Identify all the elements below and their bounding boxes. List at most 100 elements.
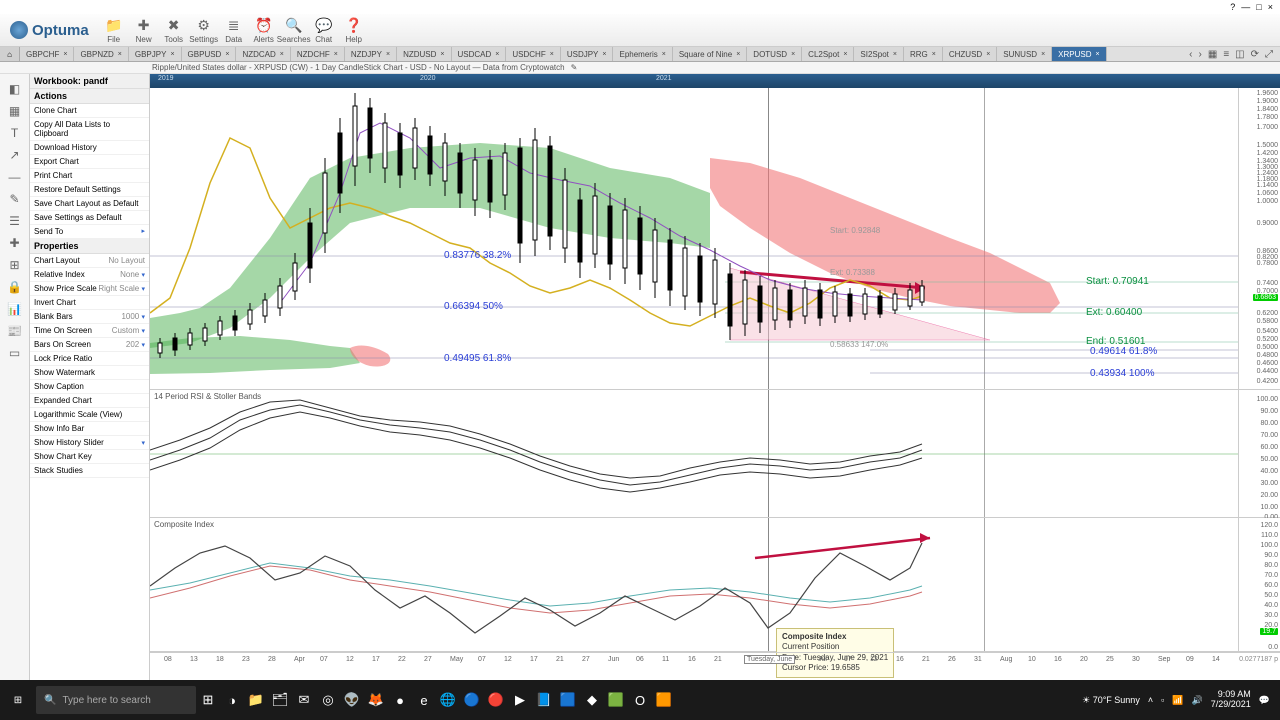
prop-time-on-screen[interactable]: Time On ScreenCustom ▾ — [30, 324, 149, 338]
prop-show-chart-key[interactable]: Show Chart Key — [30, 450, 149, 464]
left-tool-7[interactable]: ✚ — [9, 236, 19, 250]
action-print-chart[interactable]: Print Chart — [30, 169, 149, 183]
prop-logarithmic-scale-(view)[interactable]: Logarithmic Scale (View) — [30, 408, 149, 422]
tab-close-icon[interactable]: × — [602, 51, 606, 58]
price-panel[interactable]: 0.83776 38.2%0.66394 50%0.49495 61.8%Sta… — [150, 88, 1280, 390]
tab-close-icon[interactable]: × — [932, 51, 936, 58]
history-slider[interactable]: 201920202021 — [150, 74, 1280, 88]
tab-close-icon[interactable]: × — [1041, 51, 1045, 58]
tab-gbpusd[interactable]: GBPUSD× — [182, 47, 237, 61]
home-tab-icon[interactable]: ⌂ — [0, 47, 20, 61]
tab-close-icon[interactable]: × — [662, 51, 666, 58]
taskbar-app-7[interactable]: 🦊 — [364, 686, 388, 714]
tab-nzdcad[interactable]: NZDCAD× — [236, 47, 290, 61]
tab-nzdjpy[interactable]: NZDJPY× — [345, 47, 397, 61]
left-tool-12[interactable]: ▭ — [9, 346, 20, 360]
taskbar-app-9[interactable]: e — [412, 686, 436, 714]
tab-close-icon[interactable]: × — [118, 51, 122, 58]
tab-close-icon[interactable]: × — [495, 51, 499, 58]
action-save-chart-layout-as-default[interactable]: Save Chart Layout as Default — [30, 197, 149, 211]
tab-close-icon[interactable]: × — [440, 51, 444, 58]
prop-lock-price-ratio[interactable]: Lock Price Ratio — [30, 352, 149, 366]
tab-gbpjpy[interactable]: GBPJPY× — [129, 47, 182, 61]
prop-show-watermark[interactable]: Show Watermark — [30, 366, 149, 380]
volume-icon[interactable]: 🔊 — [1192, 695, 1203, 706]
tab-close-icon[interactable]: × — [280, 51, 284, 58]
left-tool-0[interactable]: ◧ — [9, 82, 20, 96]
tab-square-of-nine[interactable]: Square of Nine× — [673, 47, 747, 61]
help-icon[interactable]: ? — [1230, 2, 1235, 12]
left-tool-4[interactable]: — — [9, 170, 21, 184]
left-tool-2[interactable]: T — [11, 126, 18, 140]
tab-si2spot[interactable]: SI2Spot× — [854, 47, 904, 61]
grid-view-icon[interactable]: ▦ — [1208, 49, 1217, 60]
left-tool-1[interactable]: ▦ — [9, 104, 20, 118]
prop-blank-bars[interactable]: Blank Bars1000 ▾ — [30, 310, 149, 324]
tab-close-icon[interactable]: × — [843, 51, 847, 58]
tab-chzusd[interactable]: CHZUSD× — [943, 47, 997, 61]
tab-close-icon[interactable]: × — [63, 51, 67, 58]
edit-icon[interactable]: ✎ — [571, 63, 578, 72]
tab-gbpnzd[interactable]: GBPNZD× — [74, 47, 128, 61]
action-export-chart[interactable]: Export Chart — [30, 155, 149, 169]
tray-icon[interactable]: ▫ — [1161, 695, 1164, 705]
toolbar-new[interactable]: ✚New — [129, 14, 159, 47]
left-tool-10[interactable]: 📊 — [7, 302, 22, 316]
notifications-icon[interactable]: 💬 — [1259, 695, 1270, 706]
taskbar-app-6[interactable]: 👽 — [340, 686, 364, 714]
prop-invert-chart[interactable]: Invert Chart — [30, 296, 149, 310]
action-save-settings-as-default[interactable]: Save Settings as Default — [30, 211, 149, 225]
start-button[interactable]: ⊞ — [4, 686, 32, 714]
layout-icon[interactable]: ◫ — [1235, 49, 1244, 60]
tab-ephemeris[interactable]: Ephemeris× — [613, 47, 672, 61]
tab-close-icon[interactable]: × — [791, 51, 795, 58]
left-tool-5[interactable]: ✎ — [9, 192, 19, 206]
maximize-icon[interactable]: □ — [1256, 2, 1261, 12]
prop-show-price-scale[interactable]: Show Price ScaleRight Scale ▾ — [30, 282, 149, 296]
taskbar-search[interactable]: 🔍 Type here to search — [36, 686, 196, 714]
taskbar-app-15[interactable]: 🟦 — [556, 686, 580, 714]
taskbar-app-17[interactable]: 🟩 — [604, 686, 628, 714]
weather-widget[interactable]: ☀ 70°F Sunny — [1082, 695, 1140, 706]
close-icon[interactable]: × — [1268, 2, 1273, 12]
toolbar-tools[interactable]: ✖Tools — [159, 14, 189, 47]
tab-close-icon[interactable]: × — [550, 51, 554, 58]
tab-dotusd[interactable]: DOTUSD× — [747, 47, 802, 61]
prop-chart-layout[interactable]: Chart LayoutNo Layout — [30, 254, 149, 268]
action-restore-default-settings[interactable]: Restore Default Settings — [30, 183, 149, 197]
tab-sunusd[interactable]: SUNUSD× — [997, 47, 1052, 61]
prop-show-caption[interactable]: Show Caption — [30, 380, 149, 394]
tab-next-icon[interactable]: › — [1199, 49, 1202, 60]
left-tool-6[interactable]: ☰ — [9, 214, 20, 228]
tab-xrpusd[interactable]: XRPUSD× — [1052, 47, 1106, 61]
tab-nzdchf[interactable]: NZDCHF× — [291, 47, 345, 61]
taskbar-app-13[interactable]: ▶ — [508, 686, 532, 714]
action-download-history[interactable]: Download History — [30, 141, 149, 155]
taskbar-app-2[interactable]: 📁 — [244, 686, 268, 714]
refresh-icon[interactable]: ⟳ — [1251, 49, 1259, 60]
tab-rrg[interactable]: RRG× — [904, 47, 943, 61]
taskbar-app-8[interactable]: ● — [388, 686, 412, 714]
toolbar-file[interactable]: 📁File — [99, 14, 129, 47]
tab-usdjpy[interactable]: USDJPY× — [561, 47, 614, 61]
prop-show-info-bar[interactable]: Show Info Bar — [30, 422, 149, 436]
toolbar-searches[interactable]: 🔍Searches — [279, 14, 309, 47]
tab-usdchf[interactable]: USDCHF× — [506, 47, 560, 61]
tab-close-icon[interactable]: × — [986, 51, 990, 58]
left-tool-8[interactable]: ⊞ — [9, 258, 19, 272]
wifi-icon[interactable]: 📶 — [1172, 695, 1183, 706]
taskbar-app-1[interactable]: ◑ — [220, 686, 244, 714]
tab-nzdusd[interactable]: NZDUSD× — [397, 47, 451, 61]
taskbar-app-11[interactable]: 🔵 — [460, 686, 484, 714]
taskbar-app-19[interactable]: 🟧 — [652, 686, 676, 714]
tab-close-icon[interactable]: × — [386, 51, 390, 58]
tab-cl2spot[interactable]: CL2Spot× — [802, 47, 854, 61]
tab-close-icon[interactable]: × — [334, 51, 338, 58]
action-copy-all-data-lists-to-clipboard[interactable]: Copy All Data Lists to Clipboard — [30, 118, 149, 141]
left-tool-11[interactable]: 📰 — [7, 324, 22, 338]
rsi-panel[interactable]: 14 Period RSI & Stoller Bands 100.0090.0… — [150, 390, 1280, 518]
tab-gbpchf[interactable]: GBPCHF× — [20, 47, 74, 61]
list-view-icon[interactable]: ≡ — [1223, 49, 1229, 60]
toolbar-help[interactable]: ❓Help — [339, 14, 369, 47]
composite-panel[interactable]: Composite Index Composite Index Current … — [150, 518, 1280, 652]
